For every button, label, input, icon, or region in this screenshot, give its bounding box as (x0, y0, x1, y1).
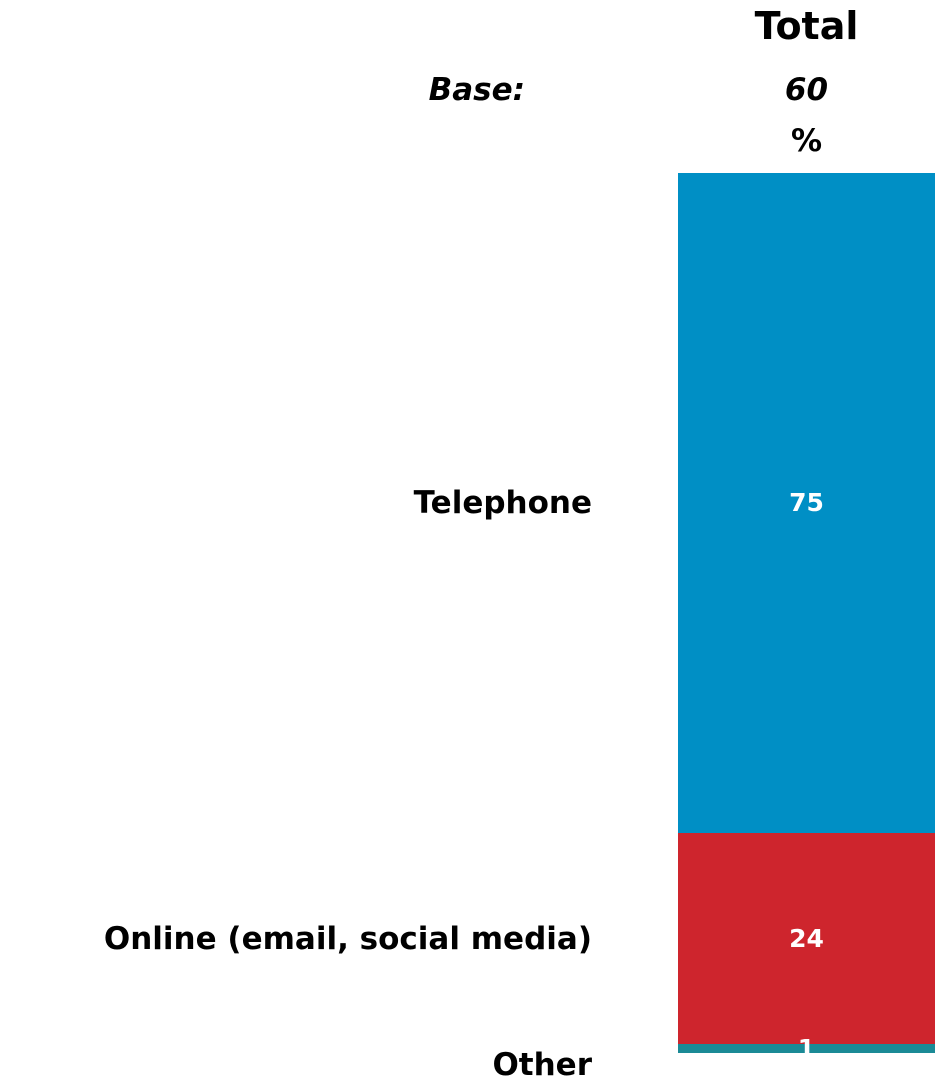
category-label-telephone: Telephone (413, 485, 592, 521)
bar-segment-telephone (678, 173, 935, 833)
data-label-telephone: 75 (789, 488, 824, 517)
data-label-online: 24 (789, 923, 824, 953)
category-label-online: Online (email, social media) (103, 920, 592, 957)
base-label: Base: (428, 72, 525, 108)
bar-segment-online (678, 833, 935, 1045)
unit-label: % (790, 123, 823, 159)
category-label-other: Other (492, 1047, 592, 1083)
data-label-other: 1 (797, 1033, 816, 1063)
base-value: 60 (784, 72, 829, 108)
bar-segment-other (678, 1044, 935, 1053)
column-header-total: Total (754, 4, 859, 48)
